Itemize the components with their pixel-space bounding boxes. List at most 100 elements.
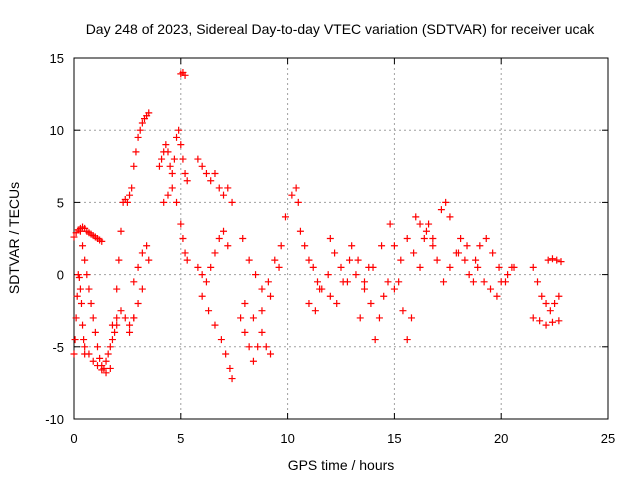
data-point [437,206,445,214]
data-point [138,285,146,293]
data-point [121,314,129,322]
data-point [126,191,134,199]
data-point [292,184,300,192]
data-point [318,285,326,293]
data-point [429,242,437,250]
data-point [183,177,191,185]
data-point [399,307,407,315]
data-point [241,299,249,307]
data-point [465,271,473,279]
data-point [305,299,313,307]
data-point [480,278,488,286]
data-point [360,285,368,293]
data-point [446,213,454,221]
data-point [557,258,565,266]
data-point [416,263,424,271]
data-point [70,350,78,358]
y-axis-label: SDTVAR / TECUs [6,182,22,294]
data-point [281,213,289,221]
data-point [134,299,142,307]
data-point [258,328,266,336]
data-point [194,155,202,163]
data-point [228,198,236,206]
x-tick-label: 20 [494,431,508,446]
data-point [305,256,313,264]
data-point [410,249,418,257]
data-point [220,227,228,235]
data-point [474,263,482,271]
data-point [226,364,234,372]
data-point [397,256,405,264]
data-point [420,235,428,242]
data-point [80,336,88,344]
data-point [89,357,97,365]
data-point [476,242,484,250]
data-point [181,71,189,79]
data-point [461,256,469,264]
data-point [198,162,206,170]
data-point [104,350,112,358]
data-point [145,109,153,117]
data-points [70,68,565,383]
data-point [288,191,296,199]
data-point [375,314,383,322]
x-tick-label: 5 [177,431,184,446]
data-point [71,336,79,344]
data-point [416,220,424,228]
data-point [96,354,104,362]
data-point [143,242,151,250]
data-point [314,278,322,286]
y-tick-label: 15 [50,51,64,66]
data-point [168,184,176,192]
data-point [224,242,232,250]
data-point [252,271,260,279]
data-point [489,249,497,257]
data-point [360,278,368,286]
data-point [215,184,223,192]
data-point [117,227,125,235]
data-point [211,321,219,329]
data-point [113,285,121,293]
data-point [333,299,341,307]
y-tick-label: 0 [57,268,64,283]
plot-frame [73,57,609,420]
data-point [130,314,138,322]
data-point [425,220,433,228]
data-point [482,235,490,242]
data-point [102,369,110,377]
data-point [495,263,503,271]
data-point [412,213,420,221]
data-point [79,321,87,329]
data-point [446,263,454,271]
data-point [130,278,138,286]
data-point [228,375,236,383]
y-tick-label: -5 [52,340,64,355]
data-point [555,317,563,325]
data-point [113,314,121,322]
data-point [309,263,317,271]
data-point [132,148,140,156]
data-point [501,278,509,286]
data-point [164,191,172,199]
data-point [403,235,411,242]
data-point [339,278,347,286]
data-point [546,307,554,315]
data-point [487,285,495,293]
data-point [326,292,334,300]
data-point [326,235,334,242]
data-point [93,362,101,370]
data-point [551,299,559,307]
data-point [138,119,146,127]
data-point [202,278,210,286]
data-point [87,299,95,307]
data-point [371,336,379,344]
data-point [390,285,398,293]
data-point [181,170,189,178]
data-point [166,162,174,170]
data-point [75,273,83,281]
data-point [352,271,360,279]
data-point [181,249,189,257]
data-point [102,357,110,365]
data-point [367,299,375,307]
